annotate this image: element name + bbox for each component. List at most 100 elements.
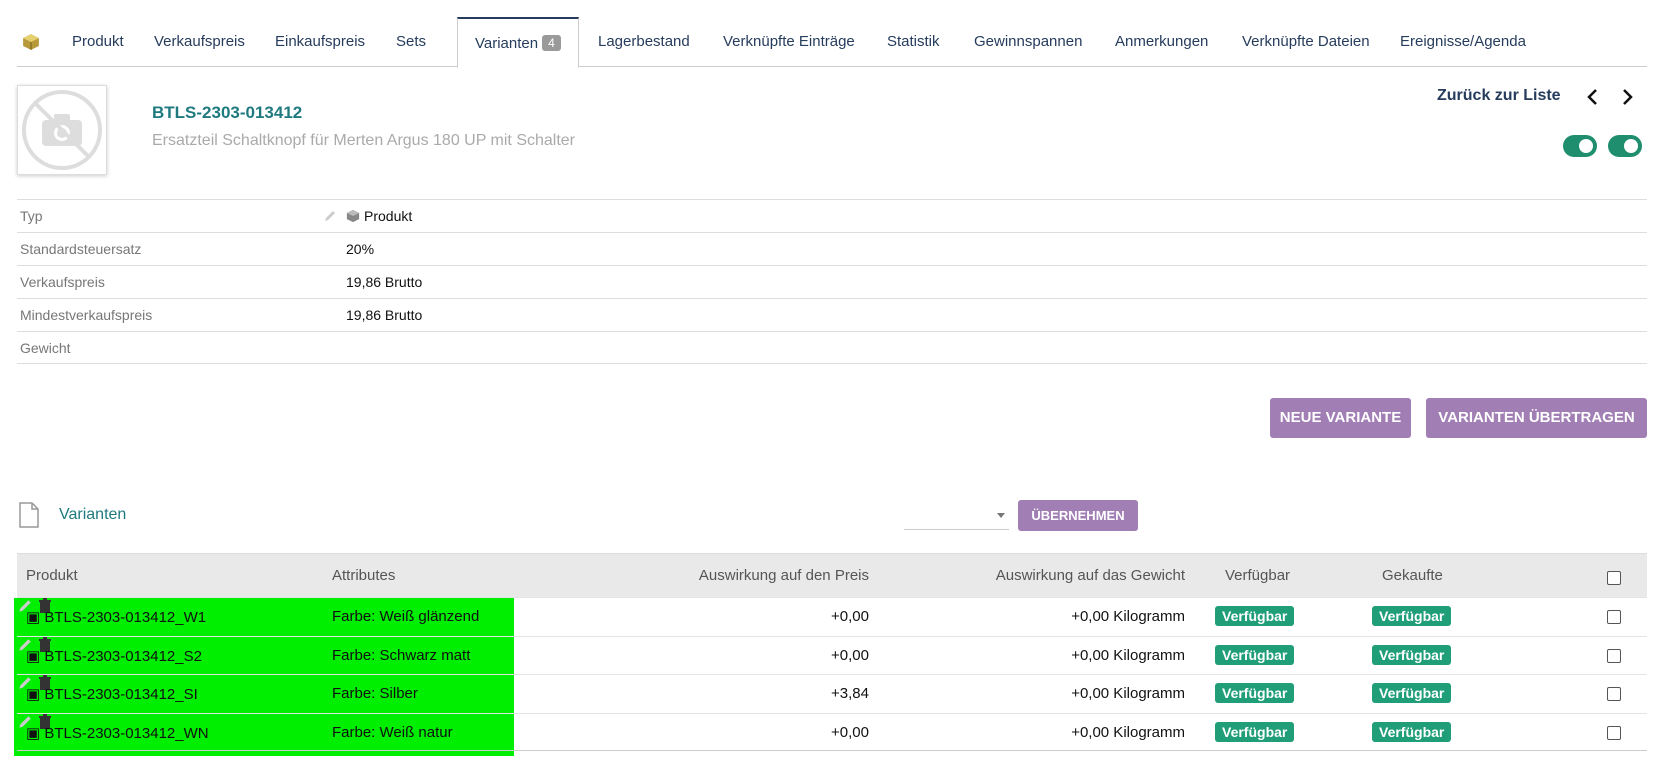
chevron-left-icon[interactable]: [1583, 87, 1603, 107]
tab-varianten[interactable]: Varianten 4: [457, 17, 579, 68]
table-row: ▣ BTLS-2303-013412_S2 Farbe: Schwarz mat…: [17, 635, 1647, 675]
apply-button[interactable]: ÜBERNEHMEN: [1018, 500, 1138, 531]
table-row: ▣ BTLS-2303-013412_WN Farbe: Weiß natur …: [17, 712, 1647, 751]
tab-sets[interactable]: Sets: [396, 33, 427, 50]
pencil-icon[interactable]: [17, 598, 33, 614]
tab-verkaufspreis[interactable]: Verkaufspreis: [154, 33, 245, 50]
variant-price: +0,00: [831, 723, 869, 741]
col-price-impact[interactable]: Auswirkung auf den Preis: [698, 567, 869, 584]
variants-title: Varianten: [59, 506, 127, 523]
tab-verknuepfte-dateien[interactable]: Verknüpfte Dateien: [1242, 33, 1370, 50]
variant-ref[interactable]: BTLS-2303-013412_S2: [44, 647, 202, 665]
tab-ereignisse-agenda[interactable]: Ereignisse/Agenda: [1400, 33, 1526, 50]
variant-weight: +0,00 Kilogramm: [1071, 608, 1185, 625]
row-checkbox[interactable]: [1607, 610, 1621, 624]
trash-icon[interactable]: [37, 636, 53, 653]
tab-gewinnspannen[interactable]: Gewinnspannen: [974, 33, 1083, 50]
variant-attributes: Farbe: Weiß natur: [332, 723, 453, 741]
variants-table: Produkt Attributes Auswirkung auf den Pr…: [17, 553, 1647, 751]
col-produkt[interactable]: Produkt: [26, 567, 78, 584]
table-header: Produkt Attributes Auswirkung auf den Pr…: [17, 553, 1647, 597]
property-row-gewicht: Gewicht: [17, 331, 1647, 364]
cube-icon: ▣: [26, 686, 45, 703]
variant-count-badge: 4: [542, 35, 561, 51]
row-checkbox[interactable]: [1607, 687, 1621, 701]
chevron-right-icon[interactable]: [1617, 87, 1637, 107]
properties-table: Typ Produkt Standardsteuersatz 20% Verka…: [17, 199, 1647, 364]
property-value: 19,86 Brutto: [346, 274, 423, 290]
variant-ref[interactable]: BTLS-2303-013412_WN: [44, 724, 209, 742]
variant-weight: +0,00 Kilogramm: [1071, 646, 1185, 664]
pencil-icon[interactable]: [17, 675, 33, 691]
tab-statistik[interactable]: Statistik: [887, 33, 940, 50]
variant-price: +3,84: [831, 685, 869, 702]
select-all-checkbox[interactable]: [1607, 571, 1621, 585]
product-photo: [17, 85, 107, 175]
trash-icon[interactable]: [37, 598, 53, 614]
status-buy-toggle[interactable]: [1608, 135, 1642, 157]
mass-action-select[interactable]: [904, 500, 1009, 530]
variant-attributes: Farbe: Schwarz matt: [332, 646, 471, 664]
col-weight-impact[interactable]: Auswirkung auf das Gewicht: [995, 567, 1185, 584]
table-row: ▣ BTLS-2303-013412_W1 Farbe: Weiß glänze…: [17, 597, 1647, 636]
variant-product[interactable]: ▣ BTLS-2303-013412_SI: [26, 685, 198, 703]
property-name: Standardsteuersatz: [20, 241, 142, 257]
property-value: 19,86 Brutto: [346, 307, 423, 323]
variant-price: +0,00: [831, 646, 869, 664]
trash-icon[interactable]: [37, 713, 53, 730]
product-label: Ersatzteil Schaltknopf für Merten Argus …: [152, 132, 576, 149]
variant-attributes: Farbe: Silber: [332, 685, 418, 702]
property-row-verkaufspreis: Verkaufspreis 19,86 Brutto: [17, 265, 1647, 298]
col-purchased[interactable]: Gekaufte: [1382, 567, 1443, 584]
col-available[interactable]: Verfügbar: [1225, 567, 1291, 584]
caret-down-icon: [997, 513, 1005, 518]
table-row: ▣ BTLS-2303-013412_SI Farbe: Silber +3,8…: [17, 674, 1647, 713]
pencil-icon[interactable]: [17, 714, 33, 730]
cube-icon[interactable]: [22, 33, 40, 51]
status-badge: Verfügbar: [1372, 721, 1452, 742]
pencil-icon[interactable]: [17, 637, 33, 653]
tab-varianten-label: Varianten: [475, 35, 539, 52]
pencil-icon[interactable]: [323, 209, 337, 223]
tab-einkaufspreis[interactable]: Einkaufspreis: [275, 33, 366, 50]
status-badge: Verfügbar: [1372, 644, 1452, 665]
tab-lagerbestand[interactable]: Lagerbestand: [598, 33, 690, 50]
property-row-typ: Typ Produkt: [17, 199, 1647, 232]
variant-ref[interactable]: BTLS-2303-013412_W1: [44, 609, 207, 626]
tab-bar: Produkt Verkaufspreis Einkaufspreis Sets…: [17, 17, 1647, 68]
status-badge: Verfügbar: [1215, 606, 1295, 626]
property-name: Verkaufspreis: [20, 274, 105, 290]
status-badge: Verfügbar: [1372, 683, 1452, 703]
back-to-list-link[interactable]: Zurück zur Liste: [1437, 87, 1561, 104]
tab-produkt[interactable]: Produkt: [72, 33, 124, 50]
property-row-mindestverkaufspreis: Mindestverkaufspreis 19,86 Brutto: [17, 298, 1647, 331]
col-attributes[interactable]: Attributes: [332, 567, 396, 584]
document-icon: [19, 502, 39, 528]
row-checkbox[interactable]: [1607, 648, 1621, 663]
cube-icon: ▣: [26, 609, 45, 626]
product-ref: BTLS-2303-013412: [152, 103, 303, 122]
variant-product[interactable]: ▣ BTLS-2303-013412_WN: [26, 724, 209, 742]
trash-icon[interactable]: [37, 675, 53, 691]
status-badge: Verfügbar: [1215, 721, 1295, 742]
variant-price: +0,00: [831, 608, 869, 625]
variant-product[interactable]: ▣ BTLS-2303-013412_S2: [26, 647, 202, 665]
row-checkbox[interactable]: [1607, 725, 1621, 740]
tab-verknuepfte-eintraege[interactable]: Verknüpfte Einträge: [723, 33, 855, 50]
tab-anmerkungen[interactable]: Anmerkungen: [1115, 33, 1209, 50]
status-badge: Verfügbar: [1372, 606, 1452, 626]
property-name: Mindestverkaufspreis: [20, 307, 153, 323]
cube-icon: [346, 209, 360, 223]
status-sell-toggle[interactable]: [1563, 135, 1597, 157]
transfer-variants-button[interactable]: VARIANTEN ÜBERTRAGEN: [1426, 398, 1647, 438]
new-variant-button[interactable]: NEUE VARIANTE: [1270, 398, 1411, 438]
property-value: Produkt: [346, 200, 412, 232]
status-badge: Verfügbar: [1215, 644, 1295, 665]
property-name: Gewicht: [20, 340, 71, 356]
property-value-text: Produkt: [364, 208, 413, 224]
property-row-standardsteuersatz: Standardsteuersatz 20%: [17, 232, 1647, 265]
variant-product[interactable]: ▣ BTLS-2303-013412_W1: [26, 608, 206, 626]
variant-attributes: Farbe: Weiß glänzend: [332, 608, 480, 625]
property-value: 20%: [346, 241, 375, 257]
variant-ref[interactable]: BTLS-2303-013412_SI: [44, 686, 198, 703]
